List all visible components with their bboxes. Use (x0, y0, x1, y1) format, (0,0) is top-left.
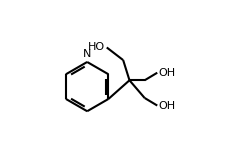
Text: OH: OH (158, 101, 175, 111)
Text: OH: OH (158, 68, 175, 78)
Text: N: N (83, 49, 91, 59)
Text: HO: HO (88, 42, 105, 52)
